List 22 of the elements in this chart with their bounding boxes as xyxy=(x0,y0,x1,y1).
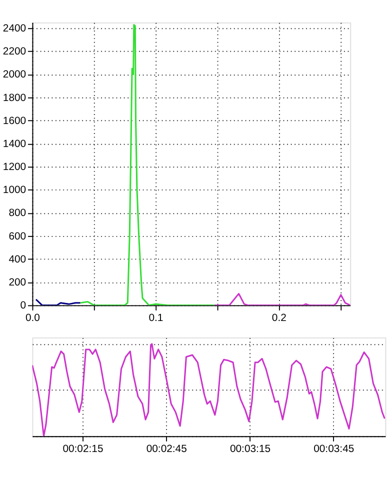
x-tick-label: 00:03:45 xyxy=(314,444,354,455)
x-tick-label: 00:02:15 xyxy=(62,444,104,455)
y-tick-label: 1800 xyxy=(2,92,26,104)
y-tick-label: 1000 xyxy=(2,185,26,196)
x-tick-label: 00:03:15 xyxy=(230,444,271,455)
y-tick-label: 0 xyxy=(20,300,26,312)
x-tick-label: 0.1 xyxy=(148,312,164,324)
y-tick-label: 600 xyxy=(8,231,26,242)
x-tick-label: 00:02:45 xyxy=(146,444,188,455)
y-tick-label: 2400 xyxy=(2,24,26,35)
y-tick-label: 1400 xyxy=(2,138,26,150)
y-tick-label: 1600 xyxy=(2,116,26,127)
line-series xyxy=(80,24,216,306)
x-tick-label: 0.2 xyxy=(272,312,287,324)
y-tick-label: 1200 xyxy=(2,162,26,174)
y-tick-label: 800 xyxy=(8,208,26,220)
y-tick-label: 400 xyxy=(8,254,26,266)
y-tick-label: 200 xyxy=(8,277,26,288)
line-series xyxy=(214,292,350,306)
y-tick-label: 2200 xyxy=(2,46,26,58)
x-tick-label: 0.0 xyxy=(25,312,40,324)
y-tick-label: 2000 xyxy=(2,70,26,81)
